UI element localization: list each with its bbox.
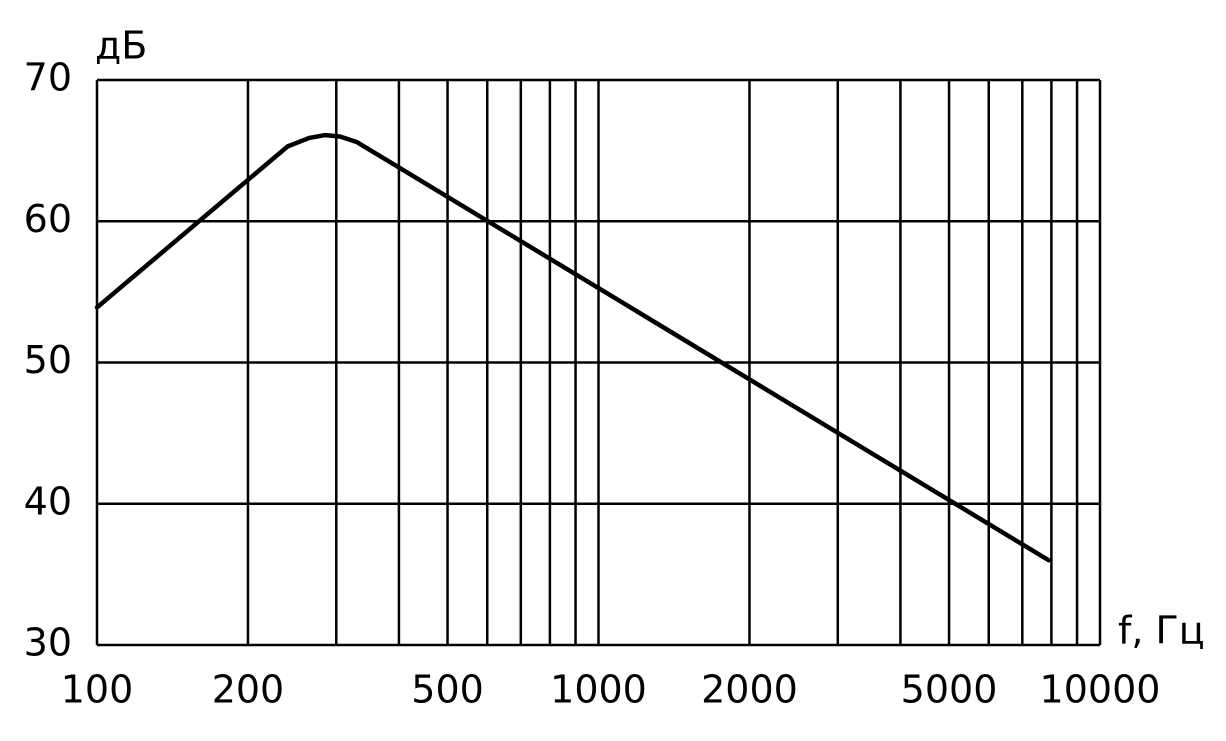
y-tick-label: 50: [24, 338, 72, 382]
y-tick-label: 70: [24, 56, 72, 100]
x-tick-label: 100: [61, 668, 134, 712]
x-tick-label: 5000: [901, 668, 998, 712]
data-line: [94, 132, 1051, 563]
x-tick-label: 2000: [701, 668, 798, 712]
y-tick-label: 40: [24, 479, 72, 523]
x-tick-label: 500: [411, 668, 484, 712]
y-tick-label: 60: [24, 197, 72, 241]
y-tick-label: 30: [24, 621, 72, 665]
x-axis-label: f, Гц: [1118, 609, 1205, 653]
x-tick-label: 200: [212, 668, 285, 712]
x-tick-label: 10000: [1040, 668, 1161, 712]
y-axis-label: дБ: [95, 24, 147, 68]
x-tick-label: 1000: [550, 668, 647, 712]
